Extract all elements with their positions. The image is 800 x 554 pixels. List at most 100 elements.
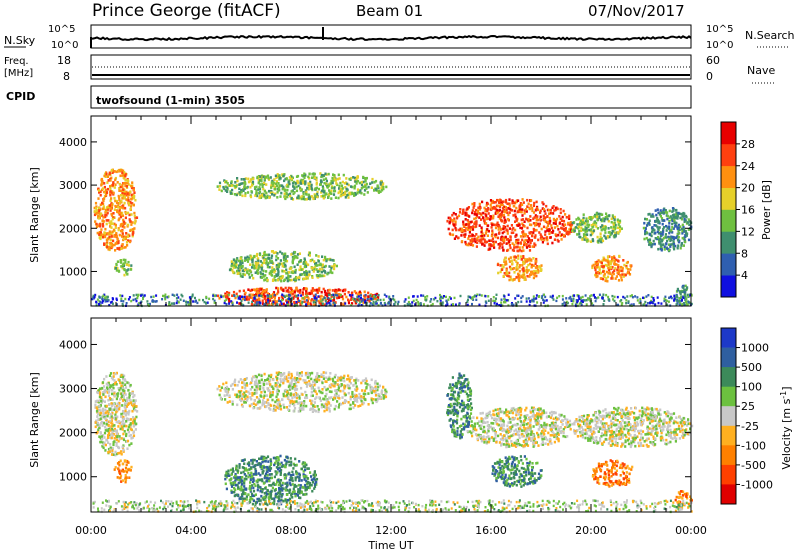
data-cell bbox=[344, 186, 347, 189]
data-cell bbox=[249, 296, 252, 299]
data-cell bbox=[417, 300, 420, 304]
data-cell bbox=[459, 294, 462, 298]
data-cell bbox=[518, 265, 521, 269]
data-cell bbox=[293, 265, 296, 269]
data-cell bbox=[370, 297, 373, 300]
data-cell bbox=[105, 238, 108, 242]
data-cell bbox=[105, 191, 109, 194]
data-cell bbox=[234, 383, 237, 387]
data-cell bbox=[135, 422, 138, 426]
data-cell bbox=[523, 232, 526, 236]
data-cell bbox=[501, 243, 504, 246]
data-cell bbox=[681, 227, 684, 231]
data-cell bbox=[589, 216, 592, 219]
data-cell bbox=[131, 234, 134, 238]
data-cell bbox=[123, 195, 126, 199]
data-cell bbox=[98, 296, 101, 299]
data-cell bbox=[114, 267, 117, 270]
data-cell bbox=[131, 181, 134, 184]
data-cell bbox=[275, 273, 278, 276]
data-cell bbox=[118, 246, 121, 250]
data-cell bbox=[473, 237, 476, 241]
data-cell bbox=[494, 299, 497, 303]
data-cell bbox=[611, 277, 614, 280]
data-cell bbox=[377, 191, 381, 194]
data-cell bbox=[108, 408, 111, 411]
data-cell bbox=[639, 297, 642, 301]
data-cell bbox=[513, 243, 516, 247]
data-cell bbox=[362, 180, 365, 184]
data-cell bbox=[97, 391, 100, 395]
data-cell bbox=[502, 225, 505, 228]
data-cell bbox=[333, 296, 336, 299]
data-cell bbox=[317, 299, 320, 303]
data-cell bbox=[525, 210, 528, 213]
data-cell bbox=[333, 187, 336, 190]
data-cell bbox=[260, 264, 263, 267]
data-cell bbox=[324, 298, 327, 302]
data-cell bbox=[466, 303, 469, 307]
data-cell bbox=[588, 228, 591, 232]
data-cell bbox=[96, 231, 99, 235]
data-cell bbox=[117, 378, 120, 381]
data-cell bbox=[610, 232, 614, 235]
data-cell bbox=[561, 303, 564, 307]
data-cell bbox=[523, 275, 526, 279]
data-cell bbox=[533, 216, 536, 219]
data-cell bbox=[274, 382, 277, 385]
data-cell bbox=[483, 234, 486, 237]
data-cell bbox=[102, 443, 105, 446]
data-cell bbox=[335, 264, 338, 268]
data-cell bbox=[582, 221, 586, 225]
data-cell bbox=[132, 203, 135, 207]
data-cell bbox=[239, 260, 242, 263]
data-cell bbox=[258, 294, 261, 297]
data-cell bbox=[367, 291, 370, 295]
data-cell bbox=[364, 301, 366, 304]
data-cell bbox=[511, 199, 514, 202]
data-cell bbox=[650, 234, 653, 238]
data-cell bbox=[422, 294, 425, 297]
data-cell bbox=[507, 304, 510, 307]
data-cell bbox=[490, 226, 493, 229]
data-cell bbox=[317, 295, 320, 298]
data-cell bbox=[531, 206, 534, 210]
data-cell bbox=[242, 399, 245, 403]
data-cell bbox=[296, 263, 299, 266]
data-cell bbox=[115, 404, 118, 408]
data-cell bbox=[625, 266, 628, 270]
data-cell bbox=[345, 187, 348, 191]
data-cell bbox=[671, 222, 674, 226]
data-cell bbox=[251, 263, 254, 266]
data-cell bbox=[294, 181, 297, 185]
data-cell bbox=[652, 297, 655, 300]
data-cell bbox=[127, 430, 130, 434]
data-cell bbox=[599, 235, 602, 238]
data-cell bbox=[108, 426, 111, 429]
data-cell bbox=[602, 277, 605, 281]
data-cell bbox=[105, 429, 108, 432]
data-cell bbox=[173, 294, 176, 297]
data-cell bbox=[657, 247, 660, 251]
data-cell bbox=[96, 423, 99, 426]
data-cell bbox=[121, 445, 124, 449]
data-cell bbox=[300, 302, 303, 305]
data-cell bbox=[369, 182, 372, 185]
data-cell bbox=[122, 194, 125, 198]
data-cell bbox=[270, 303, 273, 307]
data-cell bbox=[181, 295, 184, 298]
data-cell bbox=[132, 418, 135, 421]
data-cell bbox=[180, 293, 183, 297]
power-data bbox=[91, 168, 693, 308]
data-cell bbox=[244, 194, 247, 198]
data-cell bbox=[367, 295, 370, 298]
data-cell bbox=[472, 206, 475, 209]
data-cell bbox=[527, 240, 530, 244]
data-cell bbox=[188, 296, 191, 299]
data-cell bbox=[534, 234, 537, 237]
data-cell bbox=[93, 210, 96, 213]
data-cell bbox=[483, 240, 487, 243]
data-cell bbox=[107, 299, 110, 302]
data-cell bbox=[129, 418, 133, 421]
data-cell bbox=[274, 400, 277, 404]
